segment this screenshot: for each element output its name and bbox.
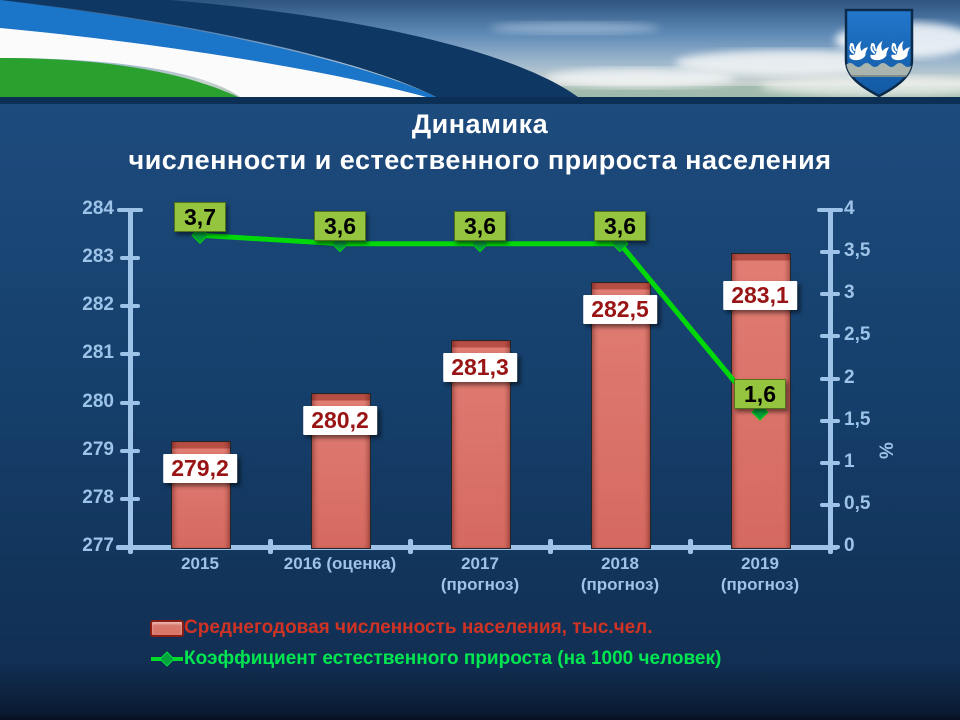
right-axis-tick (817, 208, 843, 212)
line-value-label: 3,6 (314, 210, 366, 241)
title-line-1: Динамика (411, 109, 549, 139)
bar-value-label: 281,3 (443, 352, 517, 382)
right-axis-tick-label: 2,5 (844, 324, 871, 346)
bar (591, 282, 651, 549)
bar-value-label: 283,1 (723, 281, 797, 311)
left-axis-tick (120, 400, 140, 405)
bar-value-label: 282,5 (583, 295, 657, 325)
right-axis-tick-label: 0,5 (844, 492, 871, 514)
right-axis-tick-label: 0 (844, 535, 855, 556)
line-value-label: 3,7 (174, 202, 226, 233)
line-value-label: 3,6 (594, 210, 646, 241)
header-decoration (0, 0, 960, 97)
x-axis-tick (828, 539, 833, 554)
line-value-label: 3,6 (454, 210, 506, 241)
left-axis-tick (120, 256, 140, 261)
line-diamond-icon (151, 651, 183, 667)
left-axis-line (128, 210, 133, 549)
swoosh-white (0, 28, 426, 97)
left-axis-tick (120, 352, 140, 357)
bar-value-label: 279,2 (163, 454, 237, 484)
bar-swatch-icon (150, 619, 184, 637)
right-axis-tick-label: 3,5 (844, 240, 871, 262)
legend-item-population: Среднегодовая численность населения, тыс… (150, 615, 721, 641)
slide-title: Динамика численности и естественного при… (0, 106, 960, 178)
x-axis-tick (408, 539, 413, 554)
sea-strip (400, 86, 960, 97)
right-axis-tick (820, 376, 840, 381)
silver-wave-band (846, 63, 912, 76)
left-axis-tick-label: 278 (82, 486, 114, 508)
x-axis-category-label: 2016 (оценка) (283, 554, 397, 573)
x-axis-category-label: 2015 (181, 554, 219, 573)
legend-item-growth-coefficient: Коэффициент естественного прироста (на 1… (150, 646, 721, 672)
right-axis-tick (820, 460, 840, 465)
x-axis-category-label: 2018 (прогноз) (580, 554, 660, 594)
swoosh-navy (0, 0, 578, 97)
x-axis-tick (548, 539, 553, 554)
legend-label: Среднегодовая численность населения, тыс… (184, 617, 653, 638)
right-axis-tick (820, 250, 840, 255)
right-axis-tick (820, 292, 840, 297)
x-axis-category-label: 2019 (прогноз) (720, 554, 800, 594)
x-axis-category-label: 2017 (прогноз) (440, 554, 520, 594)
right-axis-tick-label: 3 (844, 282, 855, 304)
left-axis-tick (120, 496, 140, 501)
left-axis-tick-label: 277 (82, 535, 114, 556)
x-axis-tick (688, 539, 693, 554)
left-axis-tick (120, 304, 140, 309)
right-axis-tick (820, 418, 840, 423)
bar-value-label: 280,2 (303, 405, 377, 435)
x-axis-tick (128, 539, 133, 554)
left-axis-tick-label: 284 (82, 198, 114, 219)
left-axis-tick (120, 448, 140, 453)
chart-legend: Среднегодовая численность населения, тыс… (150, 615, 721, 672)
left-axis-tick-label: 281 (82, 342, 114, 364)
left-axis-tick-label: 279 (82, 438, 114, 460)
right-axis-tick-label: 2 (844, 366, 855, 388)
title-line-2: численности и естественного прироста нас… (128, 145, 832, 175)
right-axis-tick (820, 334, 840, 339)
right-axis-tick-label: 1,5 (844, 408, 871, 430)
left-axis-tick-label: 283 (82, 246, 114, 268)
x-axis-tick (268, 539, 273, 554)
coat-of-arms-icon (844, 8, 914, 97)
left-axis-tick (117, 208, 143, 212)
line-value-label: 1,6 (734, 379, 786, 410)
swoosh-blue (0, 0, 436, 97)
swoosh-green (0, 58, 238, 97)
right-axis-tick-label: 1 (844, 450, 855, 472)
left-axis-tick-label: 282 (82, 294, 114, 316)
right-axis-tick-label: 4 (844, 198, 855, 219)
header-divider-strip (0, 97, 960, 104)
right-axis-tick (820, 502, 840, 507)
left-axis-tick-label: 280 (82, 390, 114, 412)
legend-label: Коэффициент естественного прироста (на 1… (184, 648, 722, 669)
